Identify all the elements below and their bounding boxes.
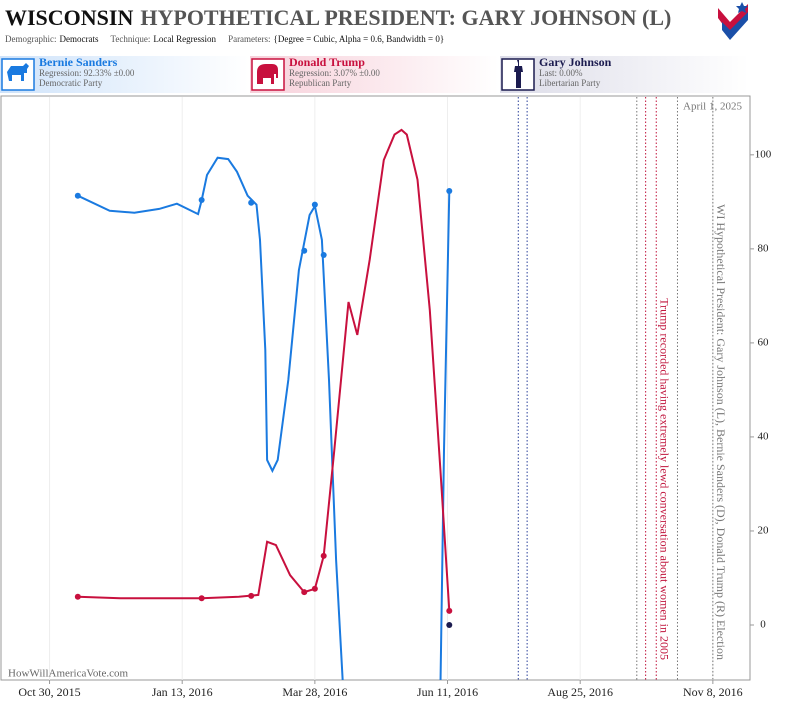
poll-point xyxy=(198,595,205,602)
legend-party: Democratic Party xyxy=(39,78,103,88)
legend-detail: Last: 0.00% xyxy=(539,68,583,78)
legend-party: Libertarian Party xyxy=(539,78,601,88)
legend-name: Gary Johnson xyxy=(539,55,612,69)
legend-party: Republican Party xyxy=(289,78,352,88)
param-label: Technique: xyxy=(110,34,150,44)
poll-point xyxy=(320,552,327,559)
poll-point xyxy=(311,201,318,208)
donkey-icon xyxy=(7,63,29,81)
param-value: {Degree = Cubic, Alpha = 0.6, Bandwidth … xyxy=(274,34,445,44)
poll-point xyxy=(74,593,81,600)
y-tick-label: 80 xyxy=(758,242,770,254)
x-tick-label: Jun 11, 2016 xyxy=(417,685,478,699)
title: HYPOTHETICAL PRESIDENT: GARY JOHNSON (L) xyxy=(140,5,671,30)
liberty-icon xyxy=(514,60,523,88)
legend-detail: Regression: 92.33% ±0.00 xyxy=(39,68,135,78)
y-tick-label: 100 xyxy=(755,148,772,160)
x-tick-label: Aug 25, 2016 xyxy=(547,685,613,699)
y-tick-label: 20 xyxy=(758,524,770,536)
x-tick-label: Oct 30, 2015 xyxy=(18,685,80,699)
elephant-icon xyxy=(257,64,278,84)
y-tick-label: 0 xyxy=(760,619,766,631)
poll-point xyxy=(248,199,255,206)
poll-point xyxy=(446,621,453,628)
param-label: Demographic: xyxy=(5,34,56,44)
legend-box xyxy=(500,56,749,93)
legend-box xyxy=(250,56,499,93)
state: WISCONSIN xyxy=(5,5,133,30)
poll-point xyxy=(248,592,255,599)
plot-frame xyxy=(0,95,751,681)
poll-point xyxy=(311,585,318,592)
x-tick-label: Nov 8, 2016 xyxy=(683,685,743,699)
fit-line xyxy=(77,156,451,680)
param-label: Parameters: xyxy=(228,34,270,44)
y-tick-label: 60 xyxy=(758,336,770,348)
param-value: Democrats xyxy=(59,34,98,44)
legend-box xyxy=(0,56,249,93)
x-tick-label: Jan 13, 2016 xyxy=(152,685,213,699)
footer: HowWillAmericaVote.com xyxy=(8,668,128,680)
poll-point xyxy=(446,607,453,614)
plot-area xyxy=(49,97,714,680)
current-date: April 1, 2025 xyxy=(683,101,742,113)
param-value: Local Regression xyxy=(153,34,216,44)
event-label: WI Hypothetical President: Gary Johnson … xyxy=(714,204,728,660)
y-tick-label: 40 xyxy=(758,430,770,442)
legend-detail: Regression: 3.07% ±0.00 xyxy=(289,68,380,78)
poll-point xyxy=(198,196,205,203)
legend-name: Donald Trump xyxy=(289,55,365,69)
event-label: Trump recorded having extremely lewd con… xyxy=(658,298,672,660)
parameters: Demographic: Democrats Technique: Local Reg… xyxy=(5,34,444,44)
poll-point xyxy=(446,188,453,195)
legend-name: Bernie Sanders xyxy=(39,55,118,69)
poll-point xyxy=(320,251,327,258)
logo xyxy=(718,2,748,40)
chart-title: WISCONSIN HYPOTHETICAL PRESIDENT: GARY JO… xyxy=(5,5,671,30)
poll-point xyxy=(301,247,308,254)
poll-point xyxy=(301,589,308,596)
fit-line xyxy=(77,128,451,611)
x-tick-label: Mar 28, 2016 xyxy=(282,685,347,699)
poll-point xyxy=(74,192,81,199)
